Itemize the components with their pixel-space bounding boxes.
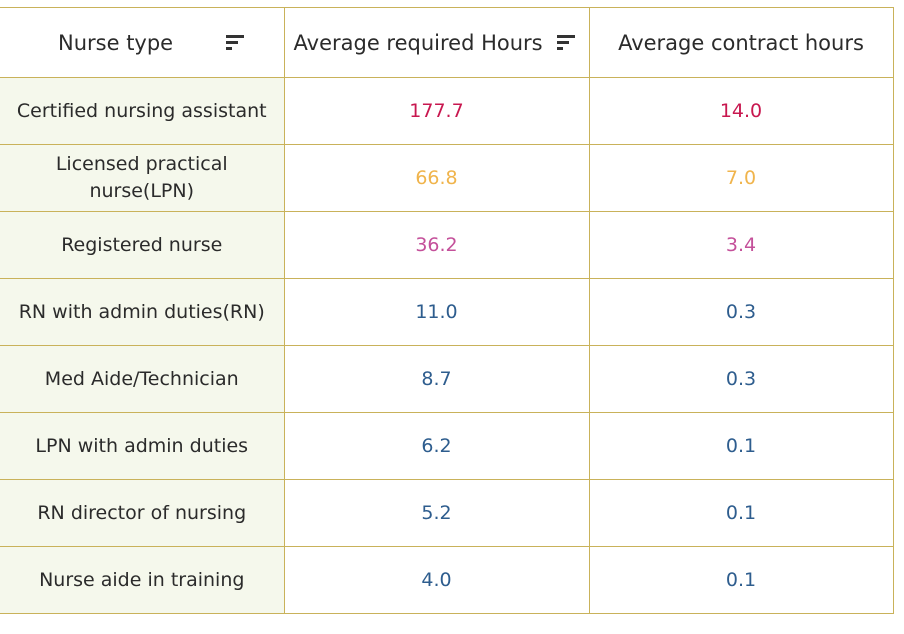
nurse-type-cell: LPN with admin duties	[0, 412, 285, 480]
sort-icon[interactable]	[225, 34, 244, 51]
table-row: LPN with admin duties 6.2 0.1	[0, 412, 894, 480]
average-contract-hours-cell: 14.0	[588, 77, 894, 145]
table-row: Med Aide/Technician 8.7 0.3	[0, 345, 894, 413]
average-contract-hours-cell: 0.1	[588, 412, 894, 480]
nurse-type-cell: Certified nursing assistant	[0, 77, 285, 145]
average-required-hours-cell: 6.2	[283, 412, 590, 480]
nurse-type-cell: Med Aide/Technician	[0, 345, 285, 413]
header-nurse-type-label: Nurse type	[58, 30, 174, 55]
header-nurse-type[interactable]: Nurse type	[0, 7, 285, 78]
table-header-row: Nurse type Average required Hours Averag…	[0, 7, 894, 78]
average-required-hours-cell: 66.8	[283, 144, 590, 212]
header-average-required-hours[interactable]: Average required Hours	[283, 7, 590, 78]
nurse-type-cell: Nurse aide in training	[0, 546, 285, 614]
average-contract-hours-cell: 0.3	[588, 345, 894, 413]
average-contract-hours-cell: 0.3	[588, 278, 894, 346]
average-required-hours-cell: 8.7	[283, 345, 590, 413]
average-required-hours-cell: 5.2	[283, 479, 590, 547]
sort-icon[interactable]	[556, 34, 575, 51]
table-body: Certified nursing assistant 177.7 14.0 Lice…	[0, 77, 894, 614]
nurse-type-cell: RN with admin duties(RN)	[0, 278, 285, 346]
header-average-contract-hours-label: Average contract hours	[618, 30, 864, 55]
average-contract-hours-cell: 3.4	[588, 211, 894, 279]
average-required-hours-cell: 4.0	[283, 546, 590, 614]
table-row: RN with admin duties(RN) 11.0 0.3	[0, 278, 894, 346]
nurse-type-cell: Licensed practical nurse(LPN)	[0, 144, 285, 212]
average-contract-hours-cell: 0.1	[588, 546, 894, 614]
table-row: Registered nurse 36.2 3.4	[0, 211, 894, 279]
table-row: Licensed practical nurse(LPN) 66.8 7.0	[0, 144, 894, 212]
average-required-hours-cell: 36.2	[283, 211, 590, 279]
nurse-type-cell: Registered nurse	[0, 211, 285, 279]
average-contract-hours-cell: 0.1	[588, 479, 894, 547]
nurse-type-cell: RN director of nursing	[0, 479, 285, 547]
average-required-hours-cell: 177.7	[283, 77, 590, 145]
header-average-contract-hours[interactable]: Average contract hours	[588, 7, 894, 78]
nurse-hours-table: Nurse type Average required Hours Averag…	[0, 7, 894, 614]
average-required-hours-cell: 11.0	[283, 278, 590, 346]
table-row: Certified nursing assistant 177.7 14.0	[0, 77, 894, 145]
table-row: RN director of nursing 5.2 0.1	[0, 479, 894, 547]
average-contract-hours-cell: 7.0	[588, 144, 894, 212]
table-row: Nurse aide in training 4.0 0.1	[0, 546, 894, 614]
header-average-required-hours-label: Average required Hours	[293, 30, 543, 55]
